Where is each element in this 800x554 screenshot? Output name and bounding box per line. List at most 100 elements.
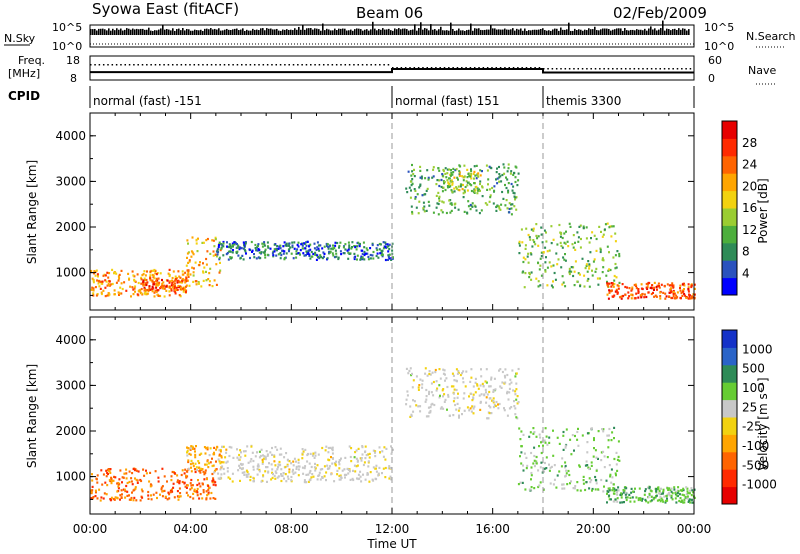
noise-bar xyxy=(294,28,296,35)
noise-bar xyxy=(506,29,508,35)
echo-cell xyxy=(93,270,96,273)
echo-cell xyxy=(497,407,500,410)
echo-cell xyxy=(278,464,281,467)
echo-cell xyxy=(470,410,473,413)
echo-cell xyxy=(314,251,317,254)
echo-cell xyxy=(205,239,208,242)
echo-cell xyxy=(548,441,551,444)
echo-cell xyxy=(336,241,339,245)
echo-cell xyxy=(568,222,571,225)
echo-cell xyxy=(218,460,221,463)
echo-cell xyxy=(155,273,158,276)
echo-cell xyxy=(108,293,111,296)
echo-cell xyxy=(558,223,561,227)
echo-cell xyxy=(528,276,531,279)
echo-cell xyxy=(140,276,143,279)
echo-cell xyxy=(173,472,176,475)
echo-cell xyxy=(664,292,667,295)
echo-cell xyxy=(220,454,223,458)
noise-bar xyxy=(418,28,420,35)
echo-cell xyxy=(438,179,441,182)
echo-cell xyxy=(357,473,360,476)
echo-cell xyxy=(621,295,624,298)
echo-cell xyxy=(437,191,440,194)
echo-cell xyxy=(446,172,449,175)
echo-cell xyxy=(469,175,472,178)
echo-cell xyxy=(140,282,143,285)
echo-cell xyxy=(288,468,291,471)
echo-cell xyxy=(508,407,511,410)
nsearch-label: N.Search xyxy=(746,30,796,43)
nave-dot xyxy=(171,64,174,66)
echo-cell xyxy=(592,455,595,458)
echo-cell xyxy=(104,274,107,277)
echo-cell xyxy=(122,488,125,491)
echo-cell xyxy=(432,394,435,397)
noise-bar xyxy=(158,29,160,35)
echo-cell xyxy=(231,472,234,475)
echo-cell xyxy=(381,472,383,475)
echo-cell xyxy=(187,271,190,274)
echo-cell xyxy=(544,270,547,273)
echo-cell xyxy=(616,292,619,295)
echo-cell xyxy=(325,479,327,482)
echo-cell xyxy=(526,255,529,258)
echo-cell xyxy=(405,367,408,370)
echo-cell xyxy=(514,413,517,416)
echo-cell xyxy=(489,385,492,388)
echo-cell xyxy=(353,464,356,467)
nave-dot xyxy=(577,68,580,70)
echo-cell xyxy=(565,469,568,472)
echo-cell xyxy=(516,184,519,187)
echo-cell xyxy=(384,466,387,470)
echo-cell xyxy=(469,203,472,207)
echo-cell xyxy=(562,434,565,437)
echo-cell xyxy=(676,491,679,495)
echo-cell xyxy=(263,242,266,246)
echo-cell xyxy=(613,294,616,297)
echo-cell xyxy=(603,228,606,231)
echo-cell xyxy=(514,407,517,410)
echo-cell xyxy=(527,261,530,264)
echo-cell xyxy=(135,469,138,472)
echo-cell xyxy=(384,258,387,262)
noise-bar xyxy=(584,29,586,35)
echo-cell xyxy=(456,396,459,399)
echo-cell xyxy=(285,480,288,483)
echo-cell xyxy=(426,374,429,377)
echo-cell xyxy=(468,395,470,398)
echo-cell xyxy=(372,449,375,452)
echo-cell xyxy=(101,483,104,486)
nave-dot xyxy=(655,68,657,70)
echo-cell xyxy=(132,467,135,470)
echo-cell xyxy=(222,445,225,448)
echo-cell xyxy=(446,179,449,182)
echo-cell xyxy=(152,287,155,290)
echo-cell xyxy=(516,402,519,405)
noise-bar xyxy=(448,30,450,35)
echo-cell xyxy=(204,452,207,455)
echo-cell xyxy=(447,393,450,397)
echo-cell xyxy=(417,386,420,389)
echo-cell xyxy=(157,476,160,479)
echo-cell xyxy=(142,279,145,282)
echo-cell xyxy=(689,489,691,492)
echo-cell xyxy=(160,488,163,491)
echo-cell xyxy=(614,232,617,235)
echo-cell xyxy=(542,488,545,491)
echo-cell xyxy=(612,225,615,228)
echo-cell xyxy=(606,282,609,285)
echo-cell xyxy=(637,289,640,292)
echo-cell xyxy=(509,172,512,175)
echo-cell xyxy=(444,172,447,175)
echo-cell xyxy=(220,456,223,459)
echo-cell xyxy=(378,242,381,246)
echo-cell xyxy=(517,367,520,371)
echo-cell xyxy=(443,181,446,184)
echo-cell xyxy=(407,372,410,375)
echo-cell xyxy=(449,174,452,177)
nave-dot xyxy=(659,68,661,70)
echo-cell xyxy=(282,245,285,248)
echo-cell xyxy=(208,284,211,287)
echo-cell xyxy=(255,249,258,252)
